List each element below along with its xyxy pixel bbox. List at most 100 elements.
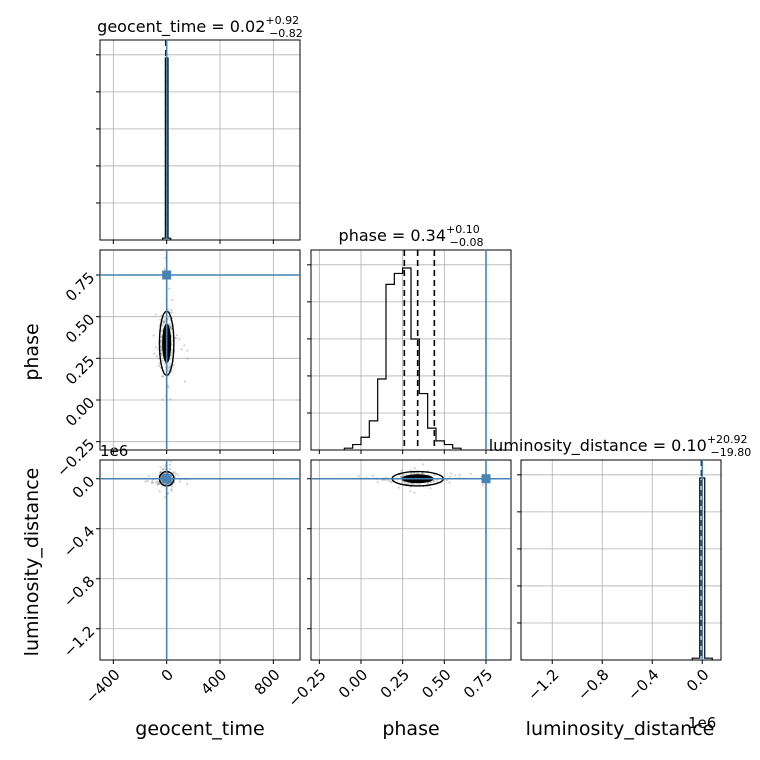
sample-geocent_time-phase-102 (175, 337, 178, 340)
xtick-label-luminosity_distance-3: 0.0 (683, 666, 713, 696)
sample-geocent_time-phase-2 (167, 308, 170, 311)
sample-phase-luminosity_distance-107 (409, 490, 412, 493)
sample-geocent_time-luminosity_distance-127 (159, 470, 163, 474)
sample-geocent_time-phase-60 (168, 322, 171, 325)
sample-phase-luminosity_distance-139 (418, 483, 421, 486)
sample-phase-luminosity_distance-238 (481, 484, 484, 487)
ytick-label-phase-2: 0.25 (62, 352, 98, 388)
ytick-label-luminosity_distance-0: −1.2 (60, 622, 98, 660)
sample-geocent_time-phase-254 (170, 327, 173, 331)
sample-geocent_time-luminosity_distance-217 (160, 476, 163, 479)
sample-geocent_time-phase-202 (183, 344, 186, 347)
sample-geocent_time-luminosity_distance-55 (161, 467, 165, 470)
sample-geocent_time-phase-53 (157, 357, 161, 360)
sample-geocent_time-luminosity_distance-59 (144, 480, 147, 483)
sample-geocent_time-luminosity_distance-113 (150, 481, 153, 484)
sample-geocent_time-phase-161 (180, 348, 183, 351)
truth-marker-geocent_time-phase (162, 270, 172, 280)
xlabel-geocent-time: geocent_time (135, 718, 264, 740)
sample-geocent_time-luminosity_distance-71 (170, 489, 173, 492)
xtick-label-phase-4: 0.75 (460, 666, 496, 702)
xtick-label-phase-2: 0.25 (377, 666, 413, 702)
sample-phase-luminosity_distance-43 (400, 475, 403, 478)
sample-geocent_time-luminosity_distance-65 (155, 481, 158, 484)
sample-geocent_time-phase-131 (169, 325, 172, 328)
sample-geocent_time-phase-165 (168, 315, 171, 318)
sample-geocent_time-luminosity_distance-166 (151, 480, 154, 483)
sample-geocent_time-phase-214 (170, 370, 173, 373)
sample-phase-luminosity_distance-234 (406, 482, 409, 485)
sample-geocent_time-luminosity_distance-146 (179, 480, 182, 483)
sample-phase-luminosity_distance-111 (397, 486, 400, 489)
ytick-label-luminosity_distance-1: −0.8 (60, 572, 98, 610)
sample-geocent_time-phase-206 (158, 362, 161, 365)
sample-phase-luminosity_distance-133 (429, 481, 432, 484)
sample-geocent_time-phase-116 (157, 348, 160, 351)
sample-geocent_time-luminosity_distance-242 (186, 483, 189, 486)
sample-phase-luminosity_distance-244 (445, 479, 449, 482)
sample-geocent_time-phase-51 (162, 321, 165, 324)
sample-phase-luminosity_distance-221 (410, 472, 413, 475)
xtick-label-phase-0: −0.25 (284, 666, 329, 711)
sample-geocent_time-luminosity_distance-209 (167, 472, 170, 475)
sample-phase-luminosity_distance-21 (421, 463, 424, 466)
sample-geocent_time-phase-220 (170, 353, 173, 357)
sample-geocent_time-phase-228 (170, 351, 173, 354)
sample-geocent_time-luminosity_distance-244 (157, 481, 161, 485)
panel-frame-geocent_time-phase (99, 249, 301, 451)
sample-phase-luminosity_distance-191 (390, 480, 393, 484)
sample-phase-luminosity_distance-171 (469, 472, 473, 475)
sample-geocent_time-phase-64 (183, 380, 187, 383)
xtick-label-geocent_time-2: 400 (197, 666, 230, 699)
sample-geocent_time-phase-147 (170, 311, 173, 314)
sample-geocent_time-phase-96 (160, 341, 163, 344)
sample-geocent_time-luminosity_distance-160 (146, 479, 149, 483)
sample-geocent_time-phase-183 (163, 317, 166, 320)
sample-geocent_time-luminosity_distance-68 (168, 468, 172, 471)
sample-phase-luminosity_distance-189 (410, 482, 413, 485)
sample-geocent_time-luminosity_distance-202 (168, 463, 172, 466)
sample-phase-luminosity_distance-157 (449, 472, 453, 475)
sample-geocent_time-phase-106 (163, 319, 166, 323)
sample-geocent_time-luminosity_distance-79 (172, 471, 175, 474)
sample-geocent_time-phase-68 (159, 346, 163, 349)
sample-geocent_time-phase-241 (168, 287, 171, 290)
sample-phase-luminosity_distance-253 (432, 479, 435, 483)
sample-geocent_time-phase-28 (169, 325, 173, 329)
xtick-label-luminosity_distance-2: −0.4 (624, 666, 662, 704)
sample-phase-luminosity_distance-196 (429, 487, 432, 490)
xtick-label-phase-1: 0.00 (335, 666, 371, 702)
sample-geocent_time-luminosity_distance-216 (158, 483, 161, 486)
xtick-label-geocent_time-1: 0 (158, 666, 177, 685)
sample-geocent_time-phase-107 (170, 308, 173, 312)
sample-phase-luminosity_distance-28 (413, 466, 416, 470)
xlabel-luminosity-distance: luminosity_distance (526, 718, 715, 740)
ylabel-phase: phase (21, 323, 43, 380)
sample-geocent_time-phase-112 (163, 268, 166, 271)
sample-geocent_time-phase-103 (178, 337, 181, 341)
sample-phase-luminosity_distance-47 (371, 474, 374, 477)
xtick-label-geocent_time-3: 800 (251, 666, 284, 699)
sample-phase-luminosity_distance-105 (421, 471, 424, 475)
panel-frame-phase-luminosity_distance (310, 459, 512, 661)
sample-geocent_time-phase-215 (154, 346, 158, 349)
truth-marker-geocent_time-luminosity_distance (162, 474, 172, 484)
sample-geocent_time-phase-247 (160, 314, 163, 317)
ytick-label-phase-1: 0.00 (62, 394, 98, 430)
title-geocent-time: geocent_time = 0.02+0.92 −0.82 (97, 14, 303, 40)
sample-phase-luminosity_distance-70 (409, 469, 412, 472)
sample-geocent_time-phase-178 (155, 355, 158, 358)
ytick-label-phase-3: 0.50 (62, 310, 98, 346)
y-offset-luminosity-distance: 1e6 (100, 442, 128, 460)
sample-phase-luminosity_distance-230 (458, 473, 461, 476)
sample-geocent_time-phase-47 (161, 398, 164, 401)
sample-geocent_time-phase-230 (161, 375, 164, 378)
sample-geocent_time-luminosity_distance-132 (167, 472, 170, 475)
sample-phase-luminosity_distance-170 (448, 481, 451, 484)
sample-geocent_time-phase-150 (160, 339, 163, 342)
ytick-label-luminosity_distance-3: 0.0 (69, 472, 99, 502)
ylabel-luminosity-distance: luminosity_distance (21, 468, 43, 657)
sample-phase-luminosity_distance-9 (402, 474, 405, 477)
sample-geocent_time-phase-231 (186, 357, 189, 360)
sample-geocent_time-phase-26 (171, 348, 174, 352)
